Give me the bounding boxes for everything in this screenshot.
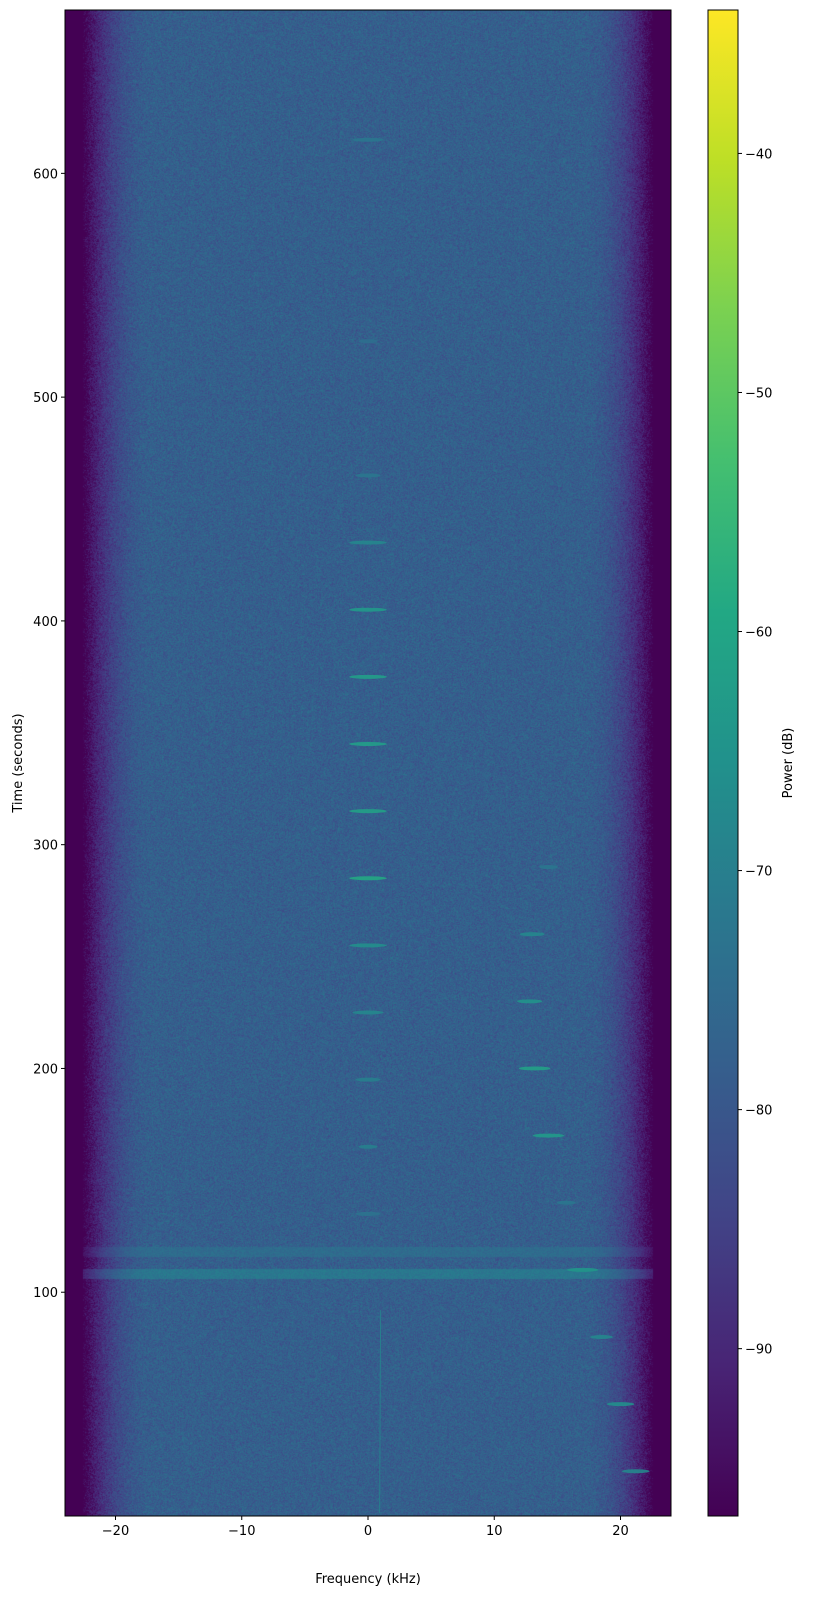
x-tick-label: −20 [102, 1524, 129, 1539]
colorbar [708, 10, 738, 1516]
burst-mark [349, 809, 387, 813]
colorbar-tick-label: −40 [745, 147, 772, 162]
vertical-line-mark [380, 1310, 381, 1513]
burst-mark [349, 742, 387, 746]
y-axis-label: Time (seconds) [11, 713, 26, 813]
x-axis: −20 −10 0 10 20 [102, 1516, 629, 1539]
y-axis: 100 200 300 400 500 600 [33, 167, 65, 1301]
burst-mark [533, 1134, 565, 1138]
y-tick-label: 100 [33, 1286, 58, 1301]
burst-mark [349, 943, 387, 947]
burst-mark [557, 1201, 576, 1205]
burst-mark [359, 339, 378, 343]
colorbar-tick-label: −70 [745, 865, 772, 880]
burst-mark [355, 473, 380, 477]
burst-mark [349, 541, 387, 545]
colorbar-tick-label: −80 [745, 1104, 772, 1119]
y-tick-label: 200 [33, 1062, 58, 1077]
burst-mark [539, 865, 558, 869]
burst-mark [349, 608, 387, 612]
x-tick-label: 10 [486, 1524, 503, 1539]
burst-mark [359, 1145, 378, 1149]
burst-mark [352, 1011, 384, 1015]
y-tick-label: 400 [33, 615, 58, 630]
y-tick-label: 500 [33, 391, 58, 406]
colorbar-label: Power (dB) [781, 728, 796, 799]
x-axis-label: Frequency (kHz) [315, 1572, 421, 1587]
burst-mark [355, 1078, 380, 1082]
burst-mark [567, 1268, 599, 1272]
burst-mark [520, 932, 545, 936]
burst-mark [622, 1469, 650, 1473]
burst-mark [352, 138, 384, 142]
burst-mark [349, 675, 387, 679]
burst-mark [590, 1335, 613, 1339]
x-tick-label: 0 [364, 1524, 372, 1539]
y-tick-label: 300 [33, 839, 58, 854]
burst-mark [355, 1212, 380, 1216]
burst-mark [519, 1066, 551, 1070]
x-tick-label: 20 [612, 1524, 629, 1539]
burst-marks [349, 138, 649, 1513]
colorbar-tick-label: −50 [745, 386, 772, 401]
burst-mark [517, 999, 542, 1003]
x-tick-label: −10 [228, 1524, 255, 1539]
colorbar-tick-label: −60 [745, 626, 772, 641]
burst-mark [349, 876, 387, 880]
plot-frame [65, 10, 671, 1516]
burst-mark [607, 1402, 635, 1406]
colorbar-axis: −40 −50 −60 −70 −80 −90 [738, 147, 772, 1357]
colorbar-tick-label: −90 [745, 1343, 772, 1358]
y-tick-label: 600 [33, 167, 58, 182]
